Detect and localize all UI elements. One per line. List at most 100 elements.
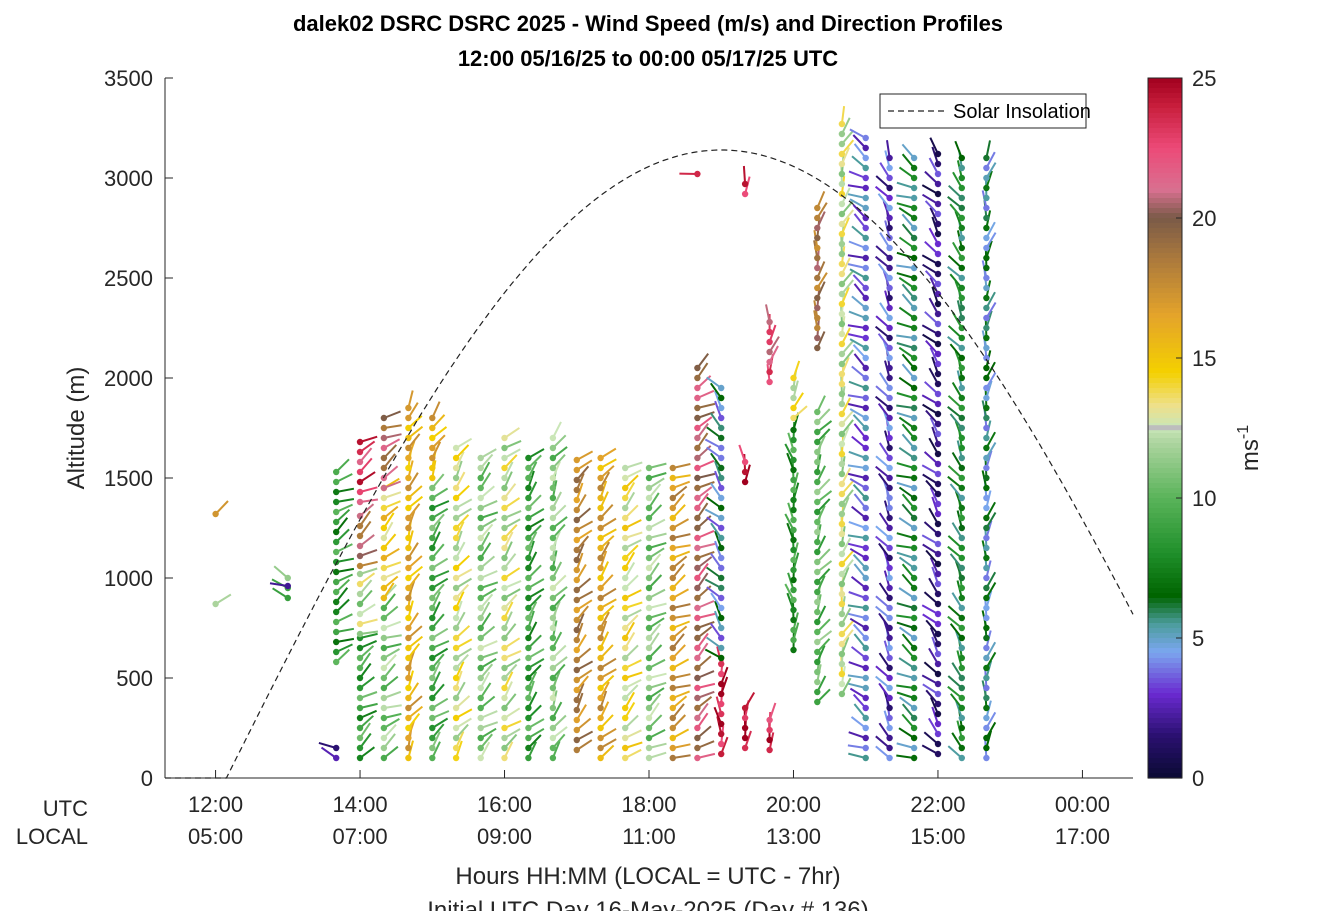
wind-barb-point bbox=[622, 744, 629, 752]
wind-barb-point bbox=[886, 404, 893, 412]
wind-barb-point bbox=[983, 384, 990, 392]
colorbar-strip bbox=[1148, 153, 1182, 159]
wind-barb-point bbox=[910, 334, 918, 342]
wind-barb-point bbox=[838, 470, 846, 478]
wind-barb-point bbox=[814, 438, 821, 446]
wind-barb-point bbox=[429, 424, 436, 432]
wind-barb-point bbox=[669, 624, 676, 632]
wind-barb-point bbox=[622, 524, 629, 532]
wind-barb-point bbox=[790, 426, 797, 434]
colorbar-strip bbox=[1148, 198, 1182, 204]
wind-barb-point bbox=[477, 704, 484, 712]
wind-barb-point bbox=[934, 570, 942, 578]
wind-barb-point bbox=[934, 210, 942, 218]
wind-barb-point bbox=[718, 680, 725, 688]
wind-barb-point bbox=[958, 704, 965, 712]
wind-barb-point bbox=[958, 384, 965, 392]
wind-barb-point bbox=[934, 500, 942, 508]
colorbar-strip bbox=[1148, 753, 1182, 759]
wind-barb-point bbox=[790, 616, 797, 624]
wind-barb-point bbox=[477, 684, 484, 692]
wind-barb-point bbox=[958, 304, 965, 312]
wind-barb-point bbox=[380, 604, 388, 612]
wind-barb-point bbox=[838, 240, 846, 248]
wind-barb-point bbox=[212, 600, 219, 608]
wind-barb-point bbox=[718, 730, 725, 738]
wind-barb-point bbox=[669, 674, 676, 682]
wind-barb-point bbox=[573, 686, 580, 694]
wind-barb-point bbox=[886, 694, 893, 702]
wind-barb-point bbox=[766, 318, 773, 326]
wind-barb-point bbox=[452, 554, 460, 562]
wind-barb-point bbox=[862, 414, 869, 422]
wind-barb-point bbox=[669, 724, 676, 732]
wind-barb-point bbox=[862, 304, 869, 312]
wind-barb-point bbox=[958, 754, 965, 762]
wind-barb-point bbox=[477, 584, 484, 592]
wind-barb-point bbox=[910, 284, 918, 292]
wind-barb-point bbox=[622, 644, 629, 652]
wind-barb-point bbox=[862, 234, 869, 242]
wind-barb-point bbox=[910, 754, 918, 762]
wind-barb-point bbox=[549, 504, 557, 512]
colorbar-strip bbox=[1148, 323, 1182, 329]
utc-row-label: UTC bbox=[43, 796, 88, 821]
x-tick-label-local: 11:00 bbox=[622, 824, 675, 849]
wind-barb-point bbox=[380, 454, 388, 462]
wind-barb-point bbox=[718, 414, 725, 422]
wind-barb-point bbox=[284, 594, 291, 602]
wind-barb-point bbox=[477, 664, 484, 672]
wind-barb-point bbox=[573, 566, 580, 574]
wind-barb-point bbox=[886, 354, 893, 362]
wind-barb-point bbox=[597, 454, 604, 462]
wind-barb-point bbox=[622, 464, 629, 472]
colorbar-strip bbox=[1148, 483, 1182, 489]
wind-barb-point bbox=[958, 484, 965, 492]
wind-barb-point bbox=[669, 564, 676, 572]
wind-barb-point bbox=[862, 324, 869, 332]
wind-barb-point bbox=[838, 420, 846, 428]
wind-barb-point bbox=[983, 294, 990, 302]
wind-barb-point bbox=[838, 300, 846, 308]
wind-barb-point bbox=[501, 514, 508, 522]
wind-barb-point bbox=[790, 546, 797, 554]
wind-barb-point bbox=[549, 554, 557, 562]
wind-barb-point bbox=[694, 754, 701, 762]
wind-barb-point bbox=[597, 654, 604, 662]
wind-barb-point bbox=[910, 244, 918, 252]
wind-barb-point bbox=[645, 594, 653, 602]
wind-barb-point bbox=[814, 254, 821, 262]
x-tick-label-utc: 20:00 bbox=[766, 792, 821, 817]
colorbar-tick-label: 20 bbox=[1192, 206, 1216, 231]
colorbar-strip bbox=[1148, 338, 1182, 344]
wind-barb-point bbox=[886, 324, 893, 332]
wind-barb-point bbox=[501, 604, 508, 612]
colorbar-strip bbox=[1148, 208, 1182, 214]
wind-barb-point bbox=[333, 744, 340, 752]
wind-barb-point bbox=[452, 524, 460, 532]
colorbar-strip bbox=[1148, 448, 1182, 454]
x-axis-label: Hours HH:MM (LOCAL = UTC - 7hr) bbox=[455, 863, 840, 890]
colorbar-strip bbox=[1148, 378, 1182, 384]
wind-barb-point bbox=[597, 544, 604, 552]
wind-barb-point bbox=[934, 370, 942, 378]
wind-barb-point bbox=[910, 504, 918, 512]
colorbar-strip bbox=[1148, 388, 1182, 394]
colorbar-strip bbox=[1148, 283, 1182, 289]
y-tick-label: 1000 bbox=[104, 566, 153, 591]
wind-barb-point bbox=[886, 754, 893, 762]
colorbar-strip bbox=[1148, 468, 1182, 474]
colorbar-tick-label: 25 bbox=[1192, 66, 1216, 91]
wind-barb-point bbox=[886, 744, 893, 752]
wind-barb-point bbox=[429, 724, 436, 732]
colorbar-strip bbox=[1148, 138, 1182, 144]
wind-barb-point bbox=[910, 744, 918, 752]
wind-barb-point bbox=[718, 644, 725, 652]
wind-barb-point bbox=[452, 744, 460, 752]
wind-barb-point bbox=[814, 418, 821, 426]
wind-barb-point bbox=[549, 614, 557, 622]
wind-barb-point bbox=[910, 194, 918, 202]
wind-barb-point bbox=[958, 254, 965, 262]
wind-barb-point bbox=[597, 734, 604, 742]
wind-barb-point bbox=[838, 620, 846, 628]
